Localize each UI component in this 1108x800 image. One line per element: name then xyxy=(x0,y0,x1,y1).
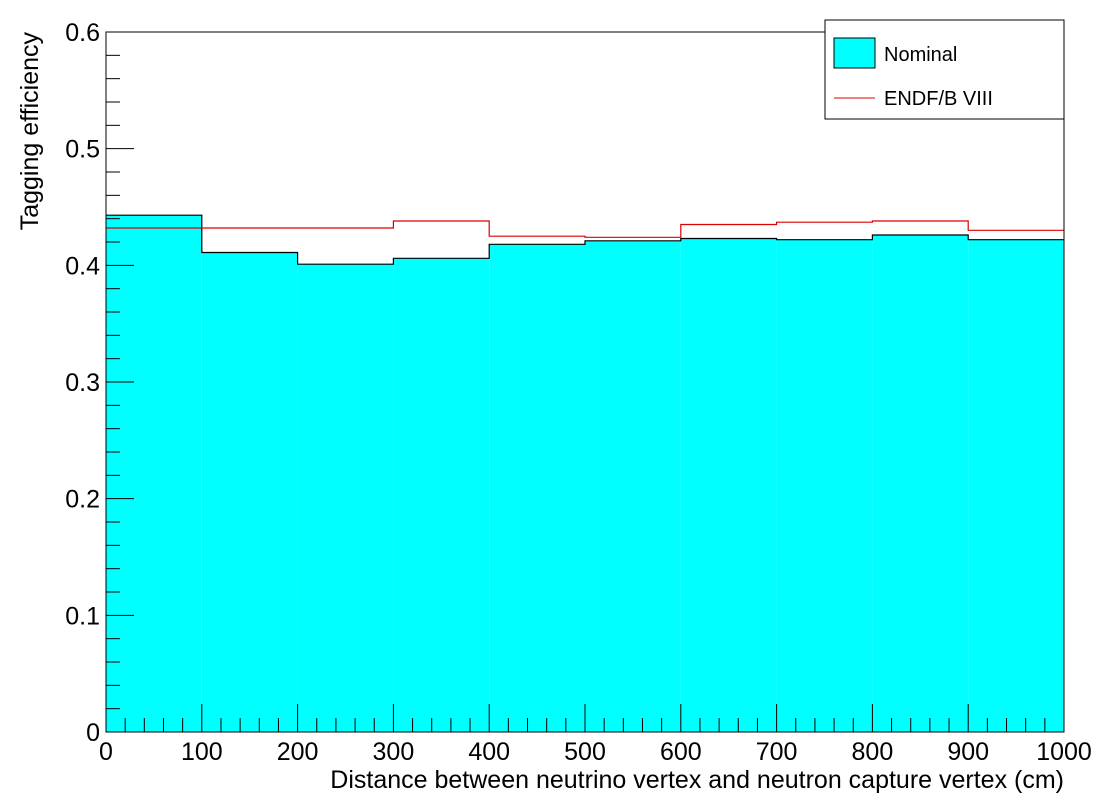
x-tick-label: 500 xyxy=(564,738,606,766)
legend-label-nominal: Nominal xyxy=(884,44,957,66)
bar-0-3 xyxy=(393,258,490,732)
y-tick-label: 0.5 xyxy=(65,136,100,164)
bar-0-8 xyxy=(872,235,969,732)
y-tick-label: 0.2 xyxy=(65,486,100,514)
x-tick-label: 800 xyxy=(852,738,894,766)
bar-0-5 xyxy=(585,240,681,733)
y-tick-label: 0 xyxy=(86,719,100,747)
x-tick-label: 600 xyxy=(660,738,702,766)
bar-0-7 xyxy=(776,239,873,732)
x-tick-label: 200 xyxy=(277,738,319,766)
legend-swatch-nominal xyxy=(833,37,876,69)
bar-0-4 xyxy=(489,244,585,733)
series-fills xyxy=(106,215,1064,733)
y-tick-label: 0.6 xyxy=(65,19,100,47)
bar-0-0 xyxy=(106,215,202,732)
y-axis-ticks: 0 0.1 0.2 0.3 0.4 0.5 0.6 xyxy=(65,19,134,747)
x-tick-label: 0 xyxy=(99,738,113,766)
legend: Nominal ENDF/B VIII xyxy=(824,19,1065,120)
x-tick-label: 1000 xyxy=(1036,738,1092,766)
bar-0-6 xyxy=(680,238,777,732)
bar-0-9 xyxy=(968,239,1064,732)
y-axis-title: Tagging efficiency xyxy=(16,32,44,231)
x-tick-label: 400 xyxy=(468,738,510,766)
legend-box xyxy=(824,19,1065,120)
x-tick-label: 300 xyxy=(373,738,415,766)
y-tick-label: 0.1 xyxy=(65,602,100,630)
x-tick-label: 100 xyxy=(181,738,223,766)
x-tick-label: 700 xyxy=(756,738,798,766)
x-axis-title: Distance between neutrino vertex and neu… xyxy=(330,766,1064,794)
series-line-0 xyxy=(106,214,1064,265)
bar-0-1 xyxy=(201,252,298,732)
y-tick-label: 0.3 xyxy=(65,369,100,397)
y-tick-label: 0.4 xyxy=(65,252,100,280)
x-axis-ticks: 0 100 200 300 400 500 600 700 800 900 1000 xyxy=(99,704,1092,766)
series-line-1 xyxy=(106,220,1064,238)
series-lines xyxy=(106,214,1064,265)
x-tick-label: 900 xyxy=(947,738,989,766)
bar-0-2 xyxy=(297,264,394,732)
legend-label-endf: ENDF/B VIII xyxy=(884,88,993,110)
